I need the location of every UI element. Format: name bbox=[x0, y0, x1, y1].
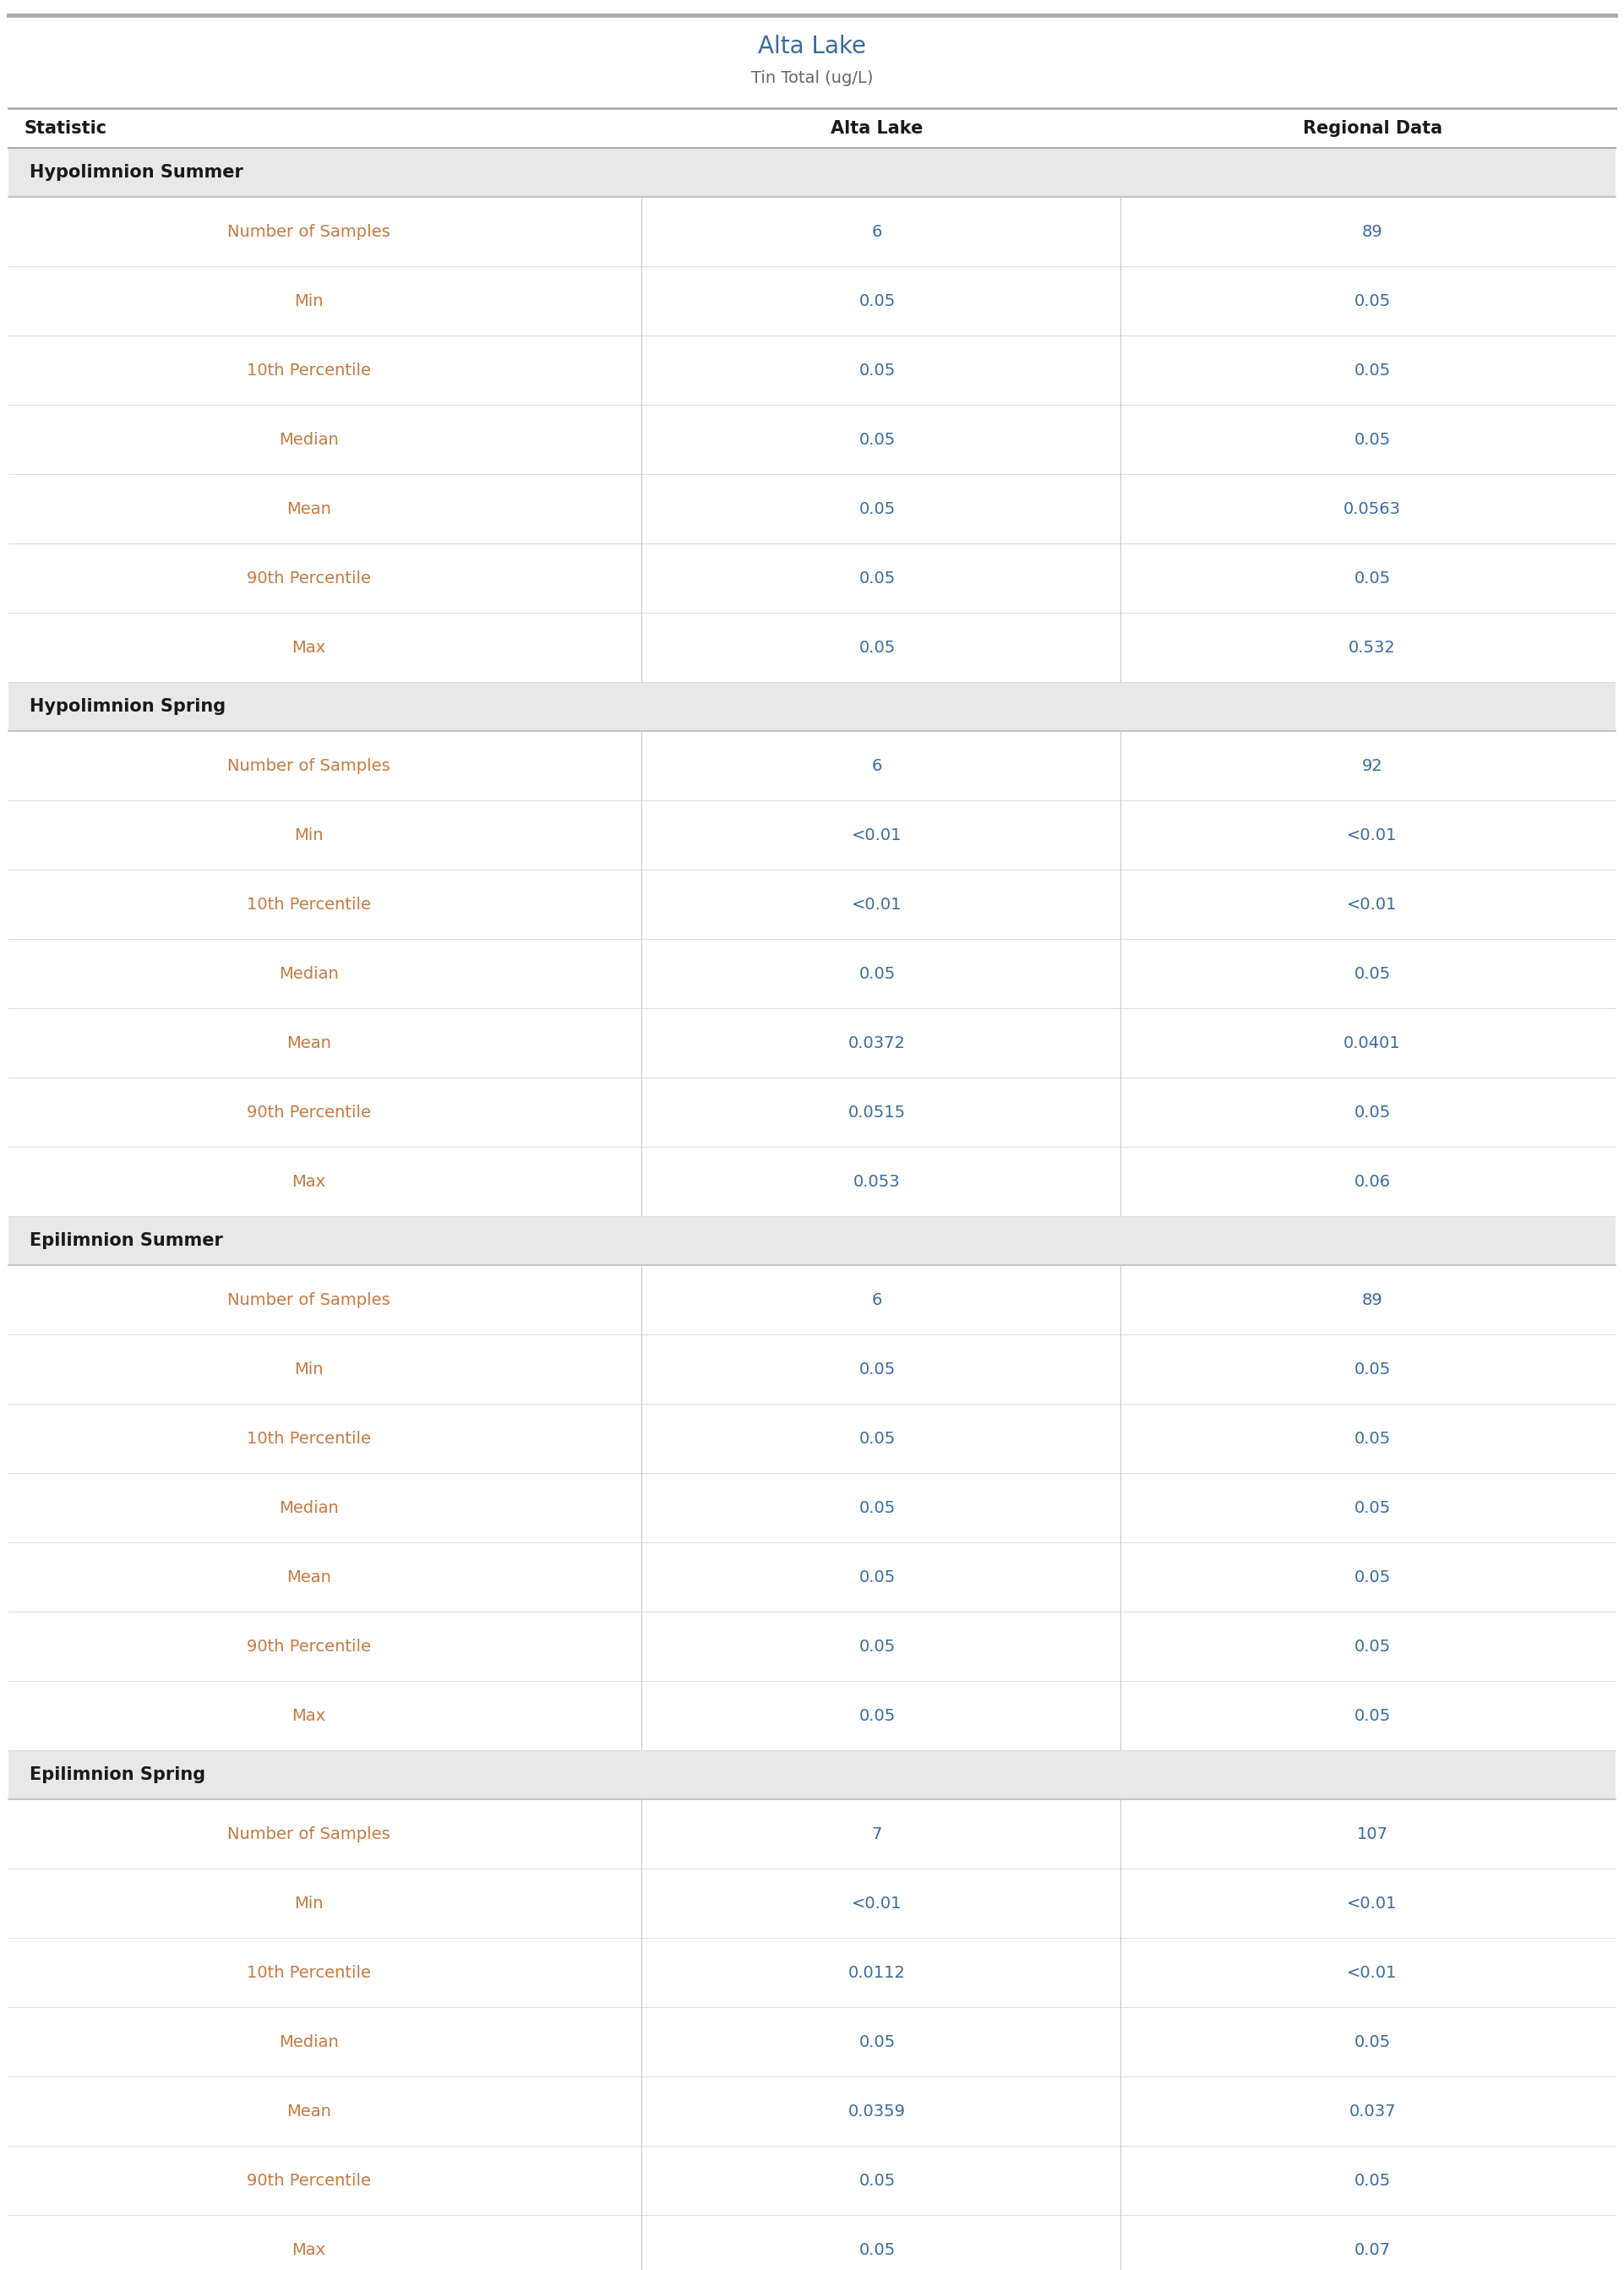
Text: Mean: Mean bbox=[286, 1569, 331, 1584]
Text: 0.532: 0.532 bbox=[1348, 640, 1397, 656]
Text: 0.05: 0.05 bbox=[1354, 431, 1390, 447]
Text: Max: Max bbox=[292, 640, 325, 656]
Text: Median: Median bbox=[279, 1500, 338, 1516]
Text: 0.05: 0.05 bbox=[1354, 293, 1390, 309]
Text: Tin Total (ug/L): Tin Total (ug/L) bbox=[750, 70, 874, 86]
Text: <0.01: <0.01 bbox=[1348, 897, 1397, 913]
Text: 0.05: 0.05 bbox=[859, 431, 895, 447]
Text: 0.0372: 0.0372 bbox=[848, 1035, 906, 1051]
Text: 0.05: 0.05 bbox=[859, 2172, 895, 2188]
Text: Max: Max bbox=[292, 2243, 325, 2259]
Text: 0.05: 0.05 bbox=[859, 1362, 895, 1378]
Text: 0.05: 0.05 bbox=[1354, 1500, 1390, 1516]
Text: Alta Lake: Alta Lake bbox=[831, 120, 922, 136]
Text: 0.0401: 0.0401 bbox=[1343, 1035, 1402, 1051]
Text: Median: Median bbox=[279, 965, 338, 981]
Text: 0.05: 0.05 bbox=[859, 1707, 895, 1723]
Text: 0.0112: 0.0112 bbox=[848, 1964, 906, 1979]
Text: 90th Percentile: 90th Percentile bbox=[247, 1103, 370, 1119]
Text: Statistic: Statistic bbox=[24, 120, 107, 136]
Text: 0.05: 0.05 bbox=[859, 570, 895, 586]
Text: 0.07: 0.07 bbox=[1354, 2243, 1390, 2259]
Text: <0.01: <0.01 bbox=[1348, 1964, 1397, 1979]
Text: 0.05: 0.05 bbox=[1354, 965, 1390, 981]
Bar bbox=[8, 681, 1616, 731]
Text: 0.05: 0.05 bbox=[859, 640, 895, 656]
Text: Median: Median bbox=[279, 431, 338, 447]
Text: 6: 6 bbox=[872, 222, 882, 241]
Text: Min: Min bbox=[294, 1895, 323, 1911]
Text: 0.05: 0.05 bbox=[1354, 363, 1390, 379]
Text: Mean: Mean bbox=[286, 502, 331, 518]
Text: Mean: Mean bbox=[286, 1035, 331, 1051]
Text: 0.037: 0.037 bbox=[1350, 2102, 1395, 2120]
Text: 0.05: 0.05 bbox=[1354, 1569, 1390, 1584]
Text: 6: 6 bbox=[872, 758, 882, 774]
Text: 0.05: 0.05 bbox=[1354, 1430, 1390, 1446]
Text: Min: Min bbox=[294, 826, 323, 842]
Text: 10th Percentile: 10th Percentile bbox=[247, 1964, 370, 1979]
Text: Min: Min bbox=[294, 1362, 323, 1378]
Text: 0.05: 0.05 bbox=[859, 363, 895, 379]
Text: 0.053: 0.053 bbox=[854, 1174, 900, 1189]
Text: 90th Percentile: 90th Percentile bbox=[247, 570, 370, 586]
Text: 10th Percentile: 10th Percentile bbox=[247, 1430, 370, 1446]
Text: Number of Samples: Number of Samples bbox=[227, 1825, 390, 1841]
Text: 0.05: 0.05 bbox=[1354, 2034, 1390, 2050]
Text: 0.05: 0.05 bbox=[859, 2034, 895, 2050]
Text: 90th Percentile: 90th Percentile bbox=[247, 1639, 370, 1655]
Text: <0.01: <0.01 bbox=[1348, 826, 1397, 842]
Text: 10th Percentile: 10th Percentile bbox=[247, 897, 370, 913]
Text: 0.05: 0.05 bbox=[1354, 1103, 1390, 1119]
Text: 89: 89 bbox=[1363, 1292, 1382, 1308]
Text: <0.01: <0.01 bbox=[853, 826, 901, 842]
Bar bbox=[8, 1750, 1616, 1800]
Text: Regional Data: Regional Data bbox=[1302, 120, 1442, 136]
Text: Mean: Mean bbox=[286, 2102, 331, 2120]
Text: 6: 6 bbox=[872, 1292, 882, 1308]
Text: Number of Samples: Number of Samples bbox=[227, 1292, 390, 1308]
Text: Min: Min bbox=[294, 293, 323, 309]
Text: Number of Samples: Number of Samples bbox=[227, 758, 390, 774]
Text: 0.0515: 0.0515 bbox=[848, 1103, 906, 1119]
Text: 0.0359: 0.0359 bbox=[848, 2102, 906, 2120]
Text: 0.05: 0.05 bbox=[1354, 1639, 1390, 1655]
Text: 0.05: 0.05 bbox=[859, 1569, 895, 1584]
Text: 90th Percentile: 90th Percentile bbox=[247, 2172, 370, 2188]
Text: 0.05: 0.05 bbox=[859, 1430, 895, 1446]
Text: 92: 92 bbox=[1363, 758, 1382, 774]
Text: <0.01: <0.01 bbox=[1348, 1895, 1397, 1911]
Text: Epilimnion Spring: Epilimnion Spring bbox=[29, 1766, 205, 1784]
Text: 10th Percentile: 10th Percentile bbox=[247, 363, 370, 379]
Text: 0.05: 0.05 bbox=[1354, 1707, 1390, 1723]
Text: 0.05: 0.05 bbox=[859, 965, 895, 981]
Text: 0.05: 0.05 bbox=[859, 293, 895, 309]
Text: Max: Max bbox=[292, 1707, 325, 1723]
Text: <0.01: <0.01 bbox=[853, 897, 901, 913]
Text: 0.05: 0.05 bbox=[1354, 1362, 1390, 1378]
Text: Epilimnion Summer: Epilimnion Summer bbox=[29, 1233, 222, 1248]
Bar bbox=[8, 148, 1616, 197]
Text: 0.0563: 0.0563 bbox=[1343, 502, 1402, 518]
Text: 0.05: 0.05 bbox=[859, 1500, 895, 1516]
Text: 0.05: 0.05 bbox=[1354, 2172, 1390, 2188]
Text: 0.05: 0.05 bbox=[859, 502, 895, 518]
Text: 107: 107 bbox=[1356, 1825, 1389, 1841]
Text: 7: 7 bbox=[872, 1825, 882, 1841]
Text: Number of Samples: Number of Samples bbox=[227, 222, 390, 241]
Text: 0.05: 0.05 bbox=[1354, 570, 1390, 586]
Text: <0.01: <0.01 bbox=[853, 1895, 901, 1911]
Text: Hypolimnion Summer: Hypolimnion Summer bbox=[29, 163, 244, 182]
Text: Median: Median bbox=[279, 2034, 338, 2050]
Text: Max: Max bbox=[292, 1174, 325, 1189]
Text: 0.05: 0.05 bbox=[859, 2243, 895, 2259]
Text: 89: 89 bbox=[1363, 222, 1382, 241]
Bar bbox=[8, 1217, 1616, 1264]
Text: Hypolimnion Spring: Hypolimnion Spring bbox=[29, 699, 226, 715]
Text: 0.06: 0.06 bbox=[1354, 1174, 1390, 1189]
Text: Alta Lake: Alta Lake bbox=[758, 34, 866, 59]
Text: 0.05: 0.05 bbox=[859, 1639, 895, 1655]
